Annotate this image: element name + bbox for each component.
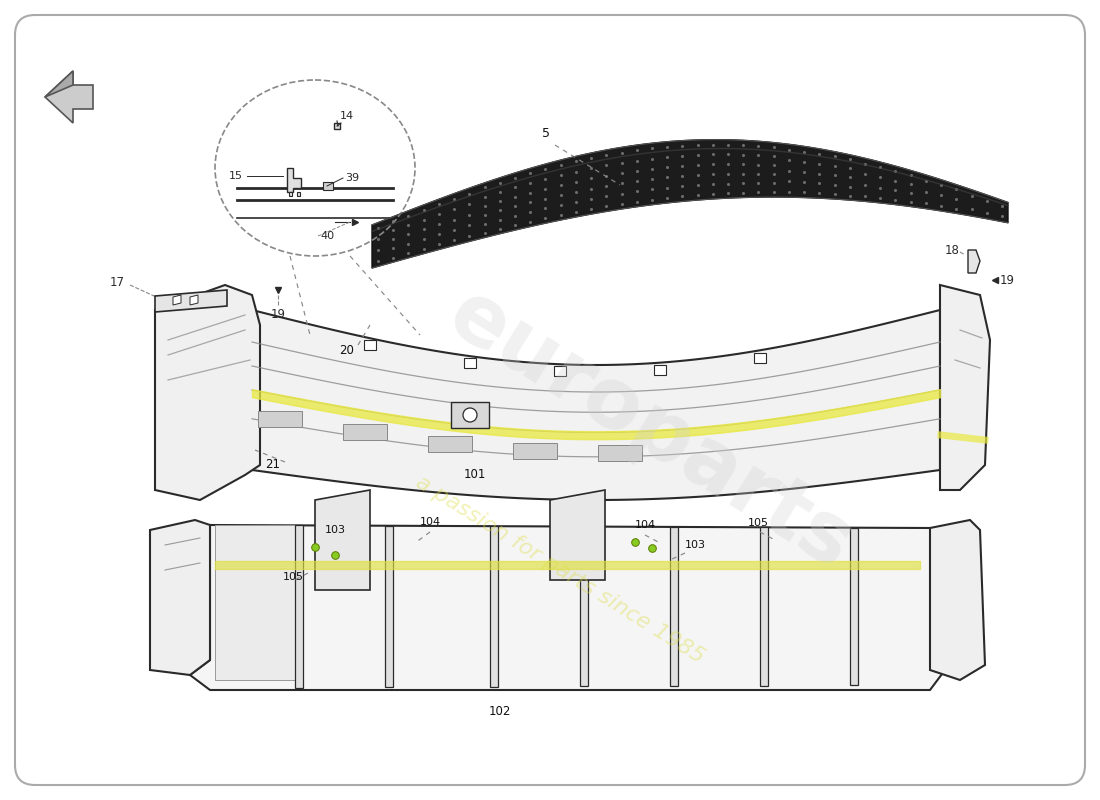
Polygon shape — [190, 525, 945, 690]
Text: 14: 14 — [340, 111, 354, 121]
Polygon shape — [252, 310, 940, 500]
Polygon shape — [930, 520, 984, 680]
Polygon shape — [554, 366, 566, 376]
Polygon shape — [155, 290, 227, 312]
Polygon shape — [258, 410, 303, 426]
Polygon shape — [364, 339, 376, 350]
Polygon shape — [323, 182, 333, 190]
Polygon shape — [385, 526, 393, 687]
Text: a passion for parts since 1985: a passion for parts since 1985 — [412, 472, 708, 668]
Polygon shape — [45, 71, 94, 123]
Text: 39: 39 — [345, 173, 359, 183]
Polygon shape — [372, 140, 1008, 268]
Polygon shape — [670, 527, 678, 686]
Text: 103: 103 — [685, 540, 706, 550]
Polygon shape — [287, 168, 301, 192]
Text: 104: 104 — [419, 517, 441, 527]
Polygon shape — [295, 526, 302, 688]
Text: 40: 40 — [320, 231, 334, 241]
Text: europarts: europarts — [433, 274, 867, 586]
Polygon shape — [289, 192, 292, 196]
Polygon shape — [190, 295, 198, 305]
Polygon shape — [428, 436, 472, 452]
FancyBboxPatch shape — [451, 402, 490, 428]
Text: 20: 20 — [339, 343, 354, 357]
Text: 104: 104 — [635, 520, 656, 530]
Polygon shape — [297, 192, 300, 196]
Polygon shape — [155, 285, 260, 500]
Text: 19: 19 — [271, 308, 286, 321]
Polygon shape — [315, 490, 370, 590]
Text: 19: 19 — [1000, 274, 1015, 286]
Text: 15: 15 — [229, 171, 243, 181]
Circle shape — [463, 408, 477, 422]
Text: 102: 102 — [488, 705, 512, 718]
Text: 5: 5 — [542, 127, 550, 140]
Polygon shape — [490, 526, 498, 687]
Polygon shape — [760, 527, 768, 686]
Text: 105: 105 — [283, 572, 304, 582]
Polygon shape — [150, 520, 210, 675]
Text: 101: 101 — [464, 469, 486, 482]
Text: 21: 21 — [265, 458, 280, 471]
Polygon shape — [173, 295, 182, 305]
Polygon shape — [850, 528, 858, 686]
Text: 103: 103 — [324, 525, 345, 535]
Polygon shape — [343, 424, 387, 440]
FancyBboxPatch shape — [15, 15, 1085, 785]
Polygon shape — [940, 285, 990, 490]
Text: 18: 18 — [945, 243, 960, 257]
Polygon shape — [550, 490, 605, 580]
Polygon shape — [580, 526, 588, 686]
Polygon shape — [513, 443, 557, 459]
Polygon shape — [654, 365, 666, 375]
Text: 105: 105 — [748, 518, 769, 528]
Text: 17: 17 — [110, 275, 125, 289]
Polygon shape — [464, 358, 476, 368]
Polygon shape — [214, 525, 295, 680]
Polygon shape — [968, 250, 980, 273]
Polygon shape — [45, 71, 73, 97]
Polygon shape — [598, 445, 642, 461]
Polygon shape — [754, 353, 766, 363]
